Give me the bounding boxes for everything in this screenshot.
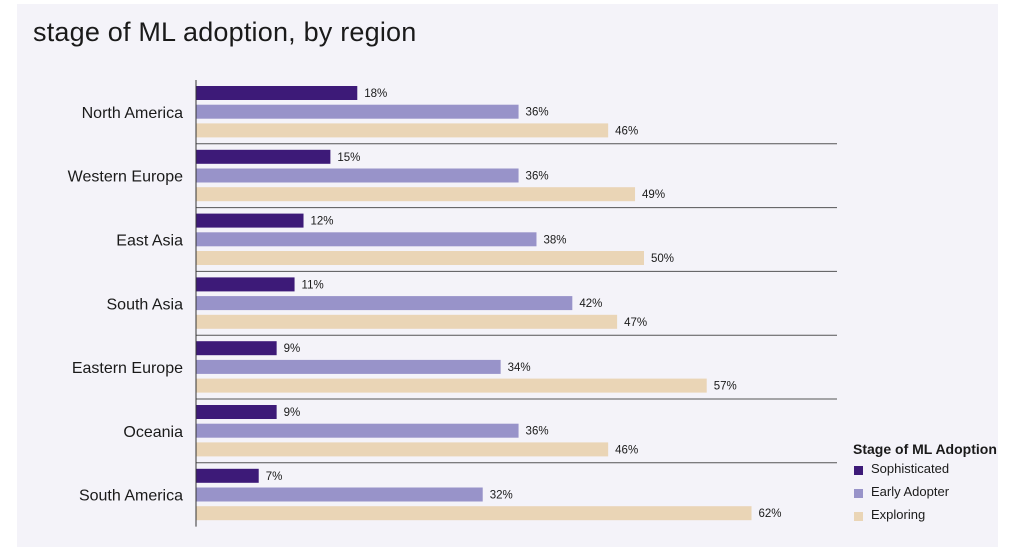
- legend-item-sophisticated: Sophisticated: [853, 460, 997, 480]
- bar-early-adopter-eastern-europe: [196, 359, 501, 374]
- bar-sophisticated-north-america: [196, 86, 358, 100]
- value-label-sophisticated-western-europe: 15%: [337, 152, 360, 164]
- legend-item-early-adopter: Early Adopter: [853, 483, 997, 503]
- value-label-sophisticated-north-america: 18%: [364, 88, 387, 100]
- bar-sophisticated-south-america: [196, 468, 259, 483]
- legend-label-sophisticated: Sophisticated: [871, 461, 950, 476]
- bar-exploring-eastern-europe: [196, 378, 707, 393]
- bar-exploring-east-asia: [196, 251, 644, 265]
- legend-label-exploring: Exploring: [871, 507, 926, 522]
- value-label-early-adopter-south-america: 32%: [490, 490, 513, 502]
- value-label-early-adopter-western-europe: 36%: [526, 171, 549, 183]
- value-label-exploring-north-america: 46%: [615, 125, 638, 137]
- bar-sophisticated-western-europe: [196, 149, 331, 164]
- category-label-eastern-europe: Eastern Europe: [72, 360, 183, 377]
- value-label-exploring-oceania: 46%: [615, 444, 638, 456]
- bar-early-adopter-oceania: [196, 423, 519, 438]
- value-label-early-adopter-oceania: 36%: [526, 426, 549, 438]
- value-label-early-adopter-east-asia: 38%: [543, 234, 566, 246]
- value-label-early-adopter-south-asia: 42%: [579, 298, 602, 310]
- legend-label-early-adopter: Early Adopter: [871, 484, 950, 499]
- bar-sophisticated-eastern-europe: [196, 341, 277, 356]
- value-label-exploring-south-asia: 47%: [624, 317, 647, 329]
- bar-early-adopter-south-america: [196, 487, 483, 502]
- value-label-early-adopter-eastern-europe: 34%: [508, 362, 531, 374]
- bar-sophisticated-south-asia: [196, 277, 295, 292]
- chart-title: stage of ML adoption, by region: [33, 17, 417, 47]
- bar-exploring-south-asia: [196, 314, 618, 329]
- bar-early-adopter-south-asia: [196, 296, 573, 311]
- bar-early-adopter-east-asia: [196, 232, 537, 247]
- value-label-sophisticated-south-asia: 11%: [302, 279, 324, 291]
- value-label-sophisticated-eastern-europe: 9%: [284, 343, 301, 355]
- value-label-early-adopter-north-america: 36%: [526, 107, 549, 119]
- category-label-south-asia: South Asia: [107, 296, 184, 313]
- bar-exploring-south-america: [196, 506, 752, 521]
- value-label-exploring-south-america: 62%: [759, 508, 782, 520]
- bar-sophisticated-oceania: [196, 405, 277, 419]
- bar-sophisticated-east-asia: [196, 213, 304, 228]
- legend-swatch-exploring: [854, 512, 863, 521]
- value-label-exploring-western-europe: 49%: [642, 189, 665, 201]
- legend: Stage of ML Adoption Sophisticated Early…: [853, 441, 997, 526]
- value-label-exploring-eastern-europe: 57%: [714, 381, 737, 393]
- value-label-exploring-east-asia: 50%: [651, 253, 674, 265]
- value-label-sophisticated-oceania: 9%: [284, 407, 301, 419]
- bar-early-adopter-north-america: [196, 104, 519, 119]
- value-label-sophisticated-east-asia: 12%: [311, 216, 334, 228]
- legend-swatch-sophisticated: [854, 466, 863, 475]
- category-label-east-asia: East Asia: [116, 233, 183, 250]
- legend-item-exploring: Exploring: [853, 506, 997, 526]
- bar-exploring-western-europe: [196, 187, 636, 202]
- category-label-oceania: Oceania: [123, 424, 183, 441]
- legend-swatch-early-adopter: [854, 489, 863, 498]
- bar-exploring-oceania: [196, 442, 609, 457]
- category-label-north-america: North America: [82, 105, 183, 122]
- bar-early-adopter-western-europe: [196, 168, 519, 183]
- legend-title: Stage of ML Adoption: [853, 441, 997, 457]
- category-label-south-america: South America: [79, 488, 183, 505]
- chart-panel: [17, 4, 998, 547]
- bar-exploring-north-america: [196, 123, 609, 138]
- value-label-sophisticated-south-america: 7%: [266, 471, 283, 483]
- category-label-western-europe: Western Europe: [68, 169, 183, 186]
